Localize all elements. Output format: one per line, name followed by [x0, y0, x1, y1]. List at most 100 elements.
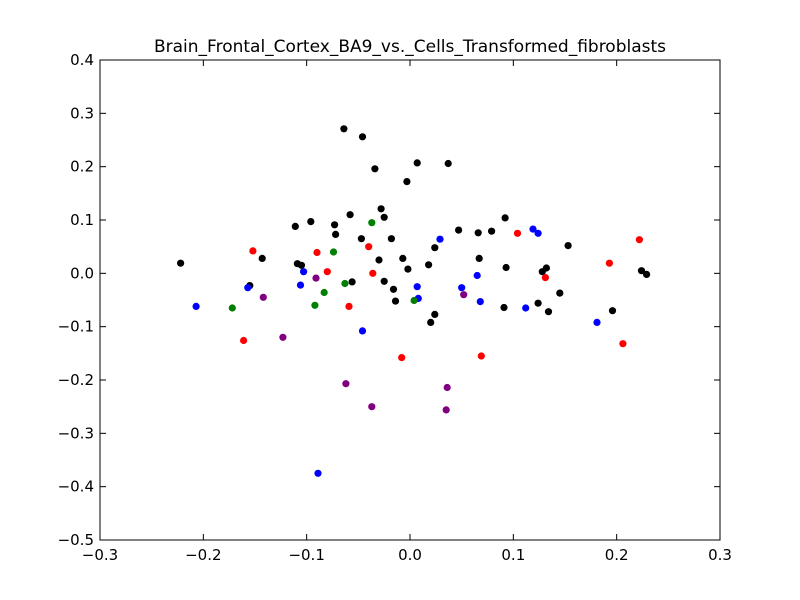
- data-point: [259, 293, 267, 301]
- data-points: [177, 125, 651, 477]
- data-point: [413, 159, 421, 167]
- data-point: [380, 213, 388, 221]
- data-point: [427, 318, 435, 326]
- data-point: [291, 222, 299, 230]
- data-point: [377, 205, 385, 213]
- data-point: [605, 259, 614, 267]
- data-point: [431, 310, 439, 318]
- y-tick-label: −0.2: [58, 371, 94, 389]
- y-tick-label: −0.4: [58, 478, 94, 496]
- data-point: [534, 299, 542, 307]
- data-point: [368, 403, 376, 411]
- y-tick-label: −0.5: [58, 531, 94, 549]
- data-point: [258, 254, 266, 262]
- data-point: [342, 380, 350, 388]
- data-point: [329, 248, 338, 256]
- data-point: [358, 133, 367, 141]
- x-tick-label: 0.2: [605, 546, 629, 564]
- y-tick-label: 0.0: [70, 264, 94, 282]
- data-point: [340, 125, 348, 133]
- data-point: [500, 303, 508, 312]
- data-point: [455, 226, 463, 234]
- data-point: [442, 406, 450, 414]
- data-point: [368, 219, 376, 227]
- data-point: [643, 270, 651, 278]
- data-point: [345, 302, 353, 310]
- data-point: [477, 352, 485, 360]
- data-point: [312, 274, 320, 282]
- data-point: [413, 283, 421, 291]
- data-point: [375, 256, 383, 264]
- data-point: [313, 248, 321, 257]
- data-point: [608, 307, 617, 315]
- data-point: [300, 268, 308, 276]
- y-tick-label: 0.1: [70, 211, 94, 229]
- data-point: [323, 268, 331, 276]
- data-point: [410, 296, 418, 305]
- data-point: [320, 288, 328, 297]
- data-point: [542, 264, 551, 272]
- data-point: [297, 261, 306, 269]
- data-point: [249, 247, 257, 255]
- x-tick-label: 0.1: [501, 546, 525, 564]
- data-point: [513, 229, 522, 237]
- data-point: [404, 265, 412, 273]
- data-point: [474, 229, 482, 237]
- data-point: [436, 235, 444, 243]
- data-point: [522, 304, 530, 312]
- data-point: [240, 336, 248, 345]
- data-point: [458, 284, 466, 292]
- data-point: [279, 333, 287, 341]
- data-point: [425, 261, 433, 269]
- data-point: [564, 242, 572, 250]
- axis-ticks: −0.3 −0.2 −0.1 0.0 0.1 0.2 0.3 −0.5 −0.4 −0.3 −0.2…: [58, 51, 732, 564]
- x-tick-label: 0.0: [398, 546, 422, 564]
- data-point: [473, 271, 481, 280]
- data-point: [314, 469, 322, 477]
- data-point: [228, 304, 236, 312]
- data-point: [635, 236, 644, 244]
- data-point: [192, 302, 200, 310]
- y-tick-label: −0.1: [58, 318, 94, 336]
- data-point: [341, 279, 349, 288]
- data-point: [556, 289, 564, 297]
- data-point: [431, 244, 439, 252]
- y-tick-label: 0.3: [70, 104, 94, 122]
- y-tick-label: 0.4: [70, 51, 94, 69]
- data-point: [443, 383, 451, 392]
- data-point: [475, 254, 483, 262]
- data-point: [399, 254, 407, 262]
- data-point: [637, 267, 646, 275]
- data-point: [357, 235, 365, 243]
- data-point: [398, 354, 406, 362]
- data-point: [307, 218, 315, 226]
- data-point: [331, 221, 339, 229]
- data-point: [369, 269, 377, 277]
- data-point: [403, 178, 411, 186]
- data-point: [387, 235, 395, 243]
- data-point: [529, 225, 537, 233]
- y-tick-label: −0.3: [58, 424, 94, 442]
- data-point: [502, 263, 510, 272]
- data-point: [332, 230, 340, 238]
- data-point: [389, 285, 398, 293]
- data-point: [619, 340, 627, 348]
- data-point: [311, 301, 319, 309]
- data-point: [476, 298, 484, 306]
- data-point: [244, 284, 252, 292]
- x-tick-label: −0.3: [82, 546, 118, 564]
- data-point: [460, 291, 468, 299]
- data-point: [488, 227, 496, 235]
- chart-title: Brain_Frontal_Cortex_BA9_vs._Cells_Trans…: [154, 37, 666, 57]
- data-point: [534, 229, 542, 237]
- data-point: [391, 297, 400, 305]
- data-point: [593, 318, 601, 326]
- data-point: [501, 214, 509, 222]
- data-point: [380, 277, 388, 285]
- data-point: [544, 308, 553, 316]
- data-point: [296, 281, 305, 289]
- x-tick-label: 0.3: [708, 546, 732, 564]
- data-point: [177, 259, 185, 267]
- data-point: [541, 274, 550, 282]
